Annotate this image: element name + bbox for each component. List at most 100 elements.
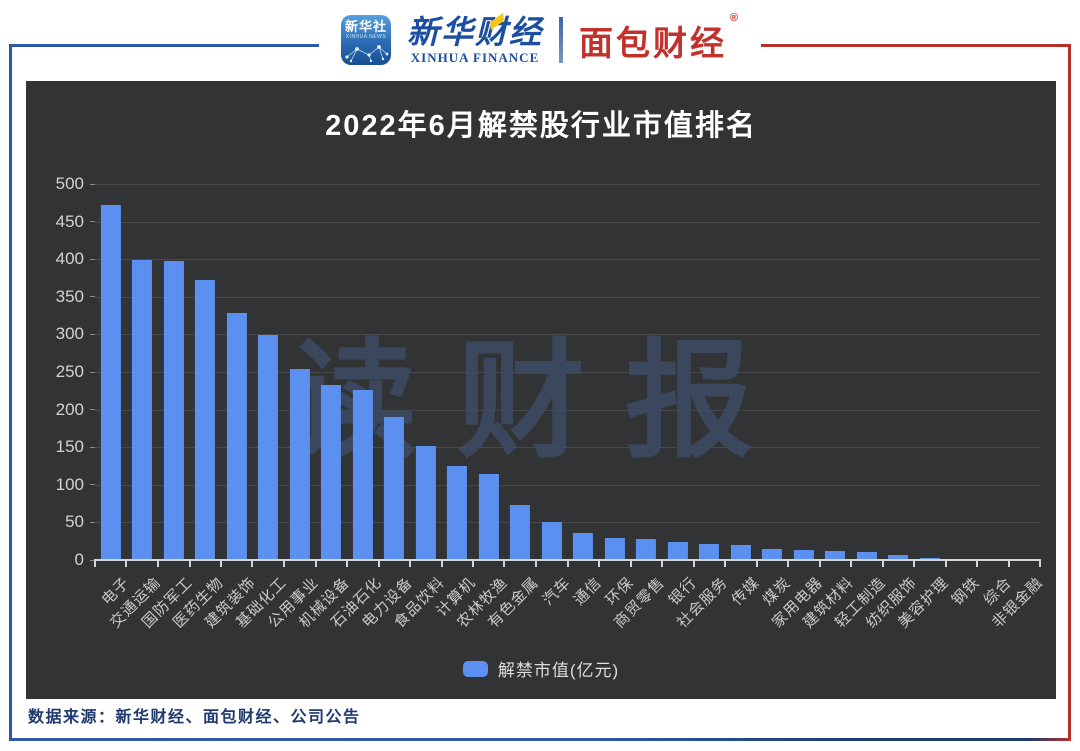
x-tick	[377, 560, 380, 567]
bar-社会服务	[699, 544, 720, 560]
gridline-400	[95, 259, 1040, 261]
y-tick	[90, 446, 95, 448]
frame-border-bottom	[9, 738, 1071, 741]
bar-传媒	[730, 544, 751, 560]
logo-divider	[559, 17, 564, 63]
bar-公用事业	[289, 369, 310, 560]
bar-汽车	[541, 521, 562, 560]
xinhua-finance-cn: 新华财经	[406, 14, 544, 50]
x-tick	[94, 560, 96, 567]
bar-商贸零售	[636, 538, 657, 560]
y-tick-label: 350	[55, 286, 84, 306]
header-logo-strip: 新华社 XINHUA NEWS 新华财经 XINHUA FINANCE 面包财经…	[318, 0, 762, 80]
x-tick	[219, 560, 222, 567]
bar-医药生物	[195, 280, 216, 560]
bar-电力设备	[384, 417, 405, 560]
bar-建筑材料	[825, 550, 846, 560]
y-tick	[90, 333, 95, 335]
legend-label: 解禁市值(亿元)	[497, 661, 620, 680]
gridline-200	[95, 409, 1040, 411]
bar-slot: 农林牧渔	[454, 184, 511, 631]
xinhua-finance-logo: 新华财经 XINHUA FINANCE	[406, 12, 544, 64]
bar-slot: 轻工制造	[832, 184, 889, 631]
registered-mark: ®	[729, 11, 742, 24]
x-tick	[976, 560, 978, 567]
y-tick-label: 100	[55, 474, 84, 494]
y-tick	[90, 409, 95, 411]
legend: 解禁市值(亿元)	[26, 656, 1056, 681]
bar-slot: 食品饮料	[391, 184, 448, 631]
x-tick	[566, 560, 569, 567]
bar-石油石化	[352, 390, 373, 560]
bar-slot: 家用电器	[769, 184, 826, 631]
bar-煤炭	[762, 549, 783, 560]
bar-建筑装饰	[226, 313, 247, 560]
bar-slot: 银行	[662, 184, 700, 609]
bar-slot: 综合	[977, 184, 1015, 609]
bar-slot: 通信	[568, 184, 605, 609]
xinhua-app-label: 新华社	[344, 19, 387, 34]
x-tick	[535, 560, 537, 567]
bar-slot: 医药生物	[170, 184, 227, 631]
bar-slot: 基础化工	[233, 184, 290, 631]
chart-title: 2022年6月解禁股行业市值排名	[325, 110, 757, 142]
gridline-350	[95, 296, 1040, 298]
y-tick-label: 0	[74, 550, 84, 569]
x-tick	[472, 560, 474, 567]
bar-slot: 电力设备	[359, 184, 416, 631]
frame-border-left	[9, 44, 12, 741]
x-tick-label: 汽车	[539, 574, 574, 609]
bar-slot: 社会服务	[674, 184, 731, 631]
x-tick	[661, 560, 663, 567]
chart-panel: 2022年6月解禁股行业市值排名 读财报 电子 交通运输 国防军工 医药生物 建筑装饰基…	[26, 81, 1056, 699]
data-source-note: 数据来源：新华财经、面包财经、公司公告	[28, 709, 361, 726]
y-tick-label: 400	[55, 249, 84, 269]
bar-slot: 计算机	[433, 184, 479, 620]
bar-slot: 钢铁	[946, 184, 983, 609]
bar-食品饮料	[415, 445, 436, 560]
x-tick	[818, 560, 821, 567]
frame-border-right	[1068, 44, 1071, 741]
x-tick	[850, 560, 852, 567]
y-tick	[90, 221, 95, 223]
bar-家用电器	[793, 550, 814, 560]
x-tick	[755, 560, 758, 567]
y-tick	[90, 258, 95, 260]
bar-slot: 建筑装饰	[202, 184, 259, 631]
bar-农林牧渔	[478, 474, 499, 560]
gridline-450	[95, 221, 1040, 223]
bar-轻工制造	[856, 552, 877, 560]
x-tick	[881, 560, 884, 567]
bar-通信	[573, 532, 594, 560]
y-tick-label: 150	[55, 437, 84, 457]
bar-纺织服饰	[888, 554, 909, 560]
gridline-500	[95, 184, 1040, 185]
bar-slot: 传媒	[725, 184, 763, 609]
y-tick	[90, 371, 95, 373]
bar-slot: 有色金属	[485, 184, 542, 631]
bar-基础化工	[258, 335, 279, 560]
gridline-300	[95, 334, 1040, 336]
bar-slot: 国防军工	[139, 184, 196, 631]
bar-银行	[667, 541, 688, 560]
xinhua-news-app-icon: 新华社 XINHUA NEWS	[340, 15, 391, 65]
y-tick-label: 50	[65, 512, 84, 532]
x-tick	[188, 560, 191, 567]
bar-机械设备	[321, 384, 342, 560]
bar-slot: 石油石化	[328, 184, 385, 631]
y-tick	[90, 559, 95, 561]
xinhua-app-sublabel: XINHUA NEWS	[345, 34, 387, 40]
x-tick	[1039, 560, 1041, 567]
bar-slot: 建筑材料	[800, 184, 857, 631]
bar-电子	[100, 205, 121, 560]
x-tick	[723, 560, 726, 567]
bar-slot: 美容护理	[895, 184, 952, 631]
x-tick	[283, 560, 285, 567]
x-tick	[597, 560, 600, 567]
y-tick-label: 300	[55, 324, 84, 344]
bar-slot: 电子	[95, 184, 133, 609]
x-tick	[125, 560, 128, 567]
x-tick	[1007, 560, 1010, 567]
gridline-50	[95, 522, 1040, 524]
x-tick	[912, 560, 915, 567]
